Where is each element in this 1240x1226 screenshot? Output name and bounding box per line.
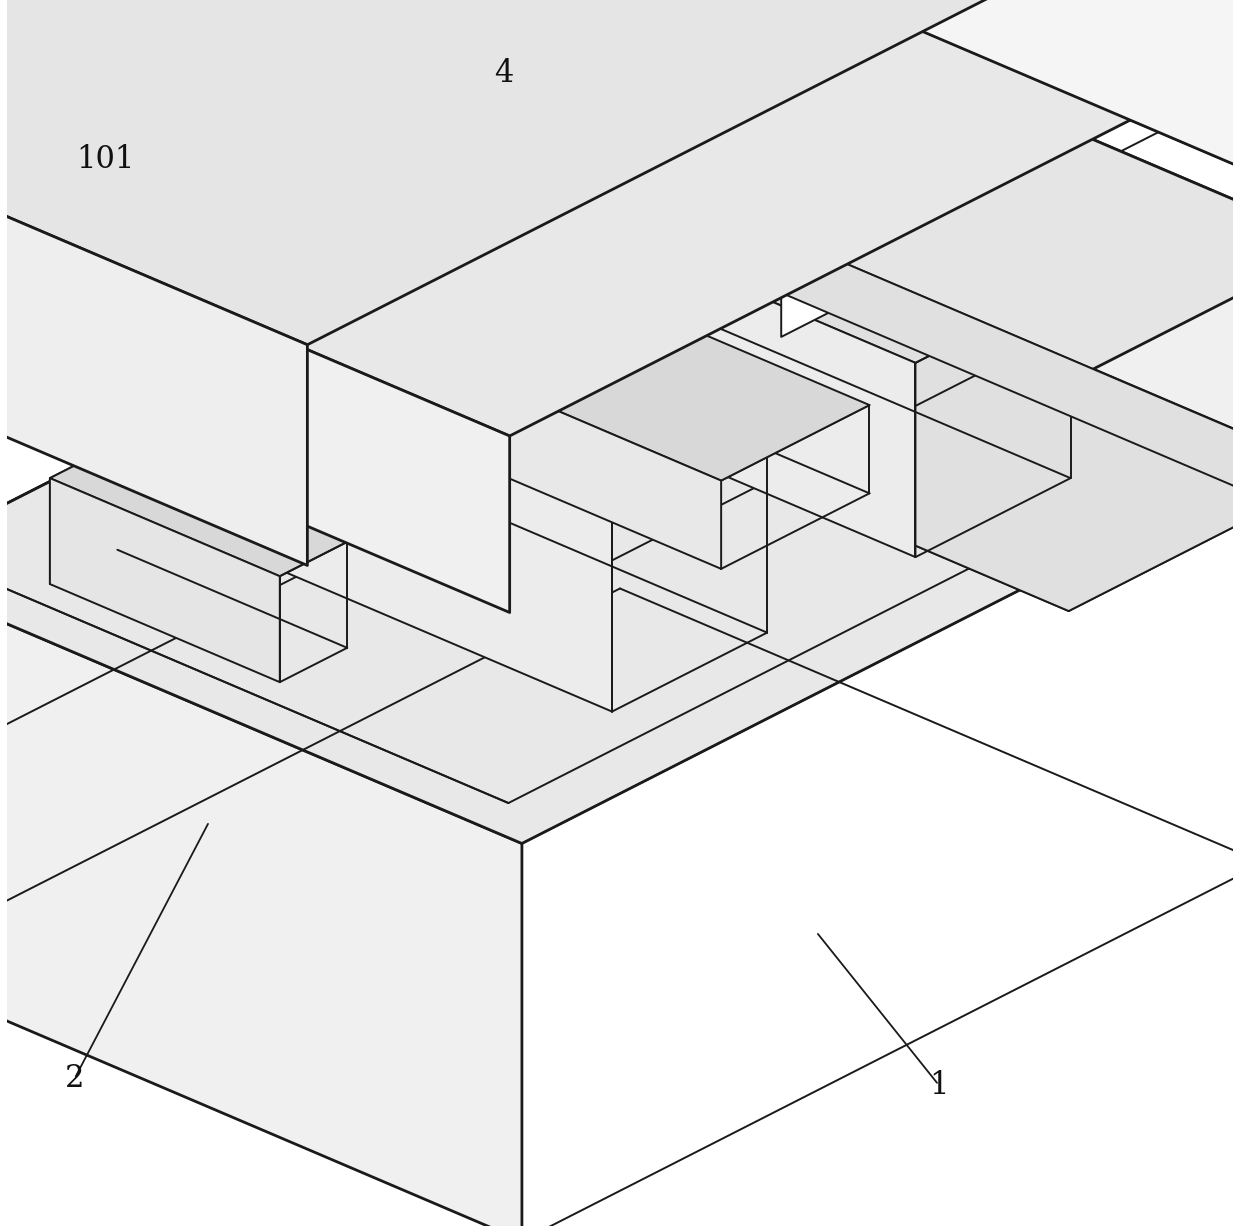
Polygon shape — [842, 262, 1240, 517]
Polygon shape — [0, 191, 1240, 843]
Polygon shape — [50, 478, 280, 682]
Polygon shape — [456, 88, 611, 360]
Polygon shape — [0, 191, 620, 966]
Polygon shape — [0, 201, 510, 613]
Polygon shape — [0, 0, 901, 330]
Polygon shape — [842, 32, 1240, 473]
Polygon shape — [399, 267, 869, 481]
Polygon shape — [50, 444, 118, 584]
Polygon shape — [456, 88, 1070, 363]
Text: 101: 101 — [76, 143, 134, 175]
Polygon shape — [153, 321, 613, 711]
Polygon shape — [50, 444, 347, 576]
Polygon shape — [0, 0, 768, 378]
Polygon shape — [572, 32, 1240, 381]
Polygon shape — [0, 0, 1240, 345]
Polygon shape — [768, 0, 1240, 201]
Polygon shape — [399, 267, 548, 432]
Polygon shape — [153, 243, 768, 517]
Polygon shape — [572, 32, 842, 400]
Polygon shape — [456, 167, 915, 557]
Polygon shape — [781, 262, 1240, 505]
Polygon shape — [0, 0, 1240, 436]
Polygon shape — [572, 262, 1240, 611]
Polygon shape — [399, 343, 722, 569]
Text: 2: 2 — [64, 1063, 84, 1095]
Text: 4: 4 — [494, 58, 513, 89]
Polygon shape — [153, 243, 308, 515]
Polygon shape — [0, 569, 522, 1226]
Polygon shape — [781, 262, 842, 337]
Polygon shape — [0, 109, 308, 565]
Text: 1: 1 — [929, 1069, 949, 1101]
